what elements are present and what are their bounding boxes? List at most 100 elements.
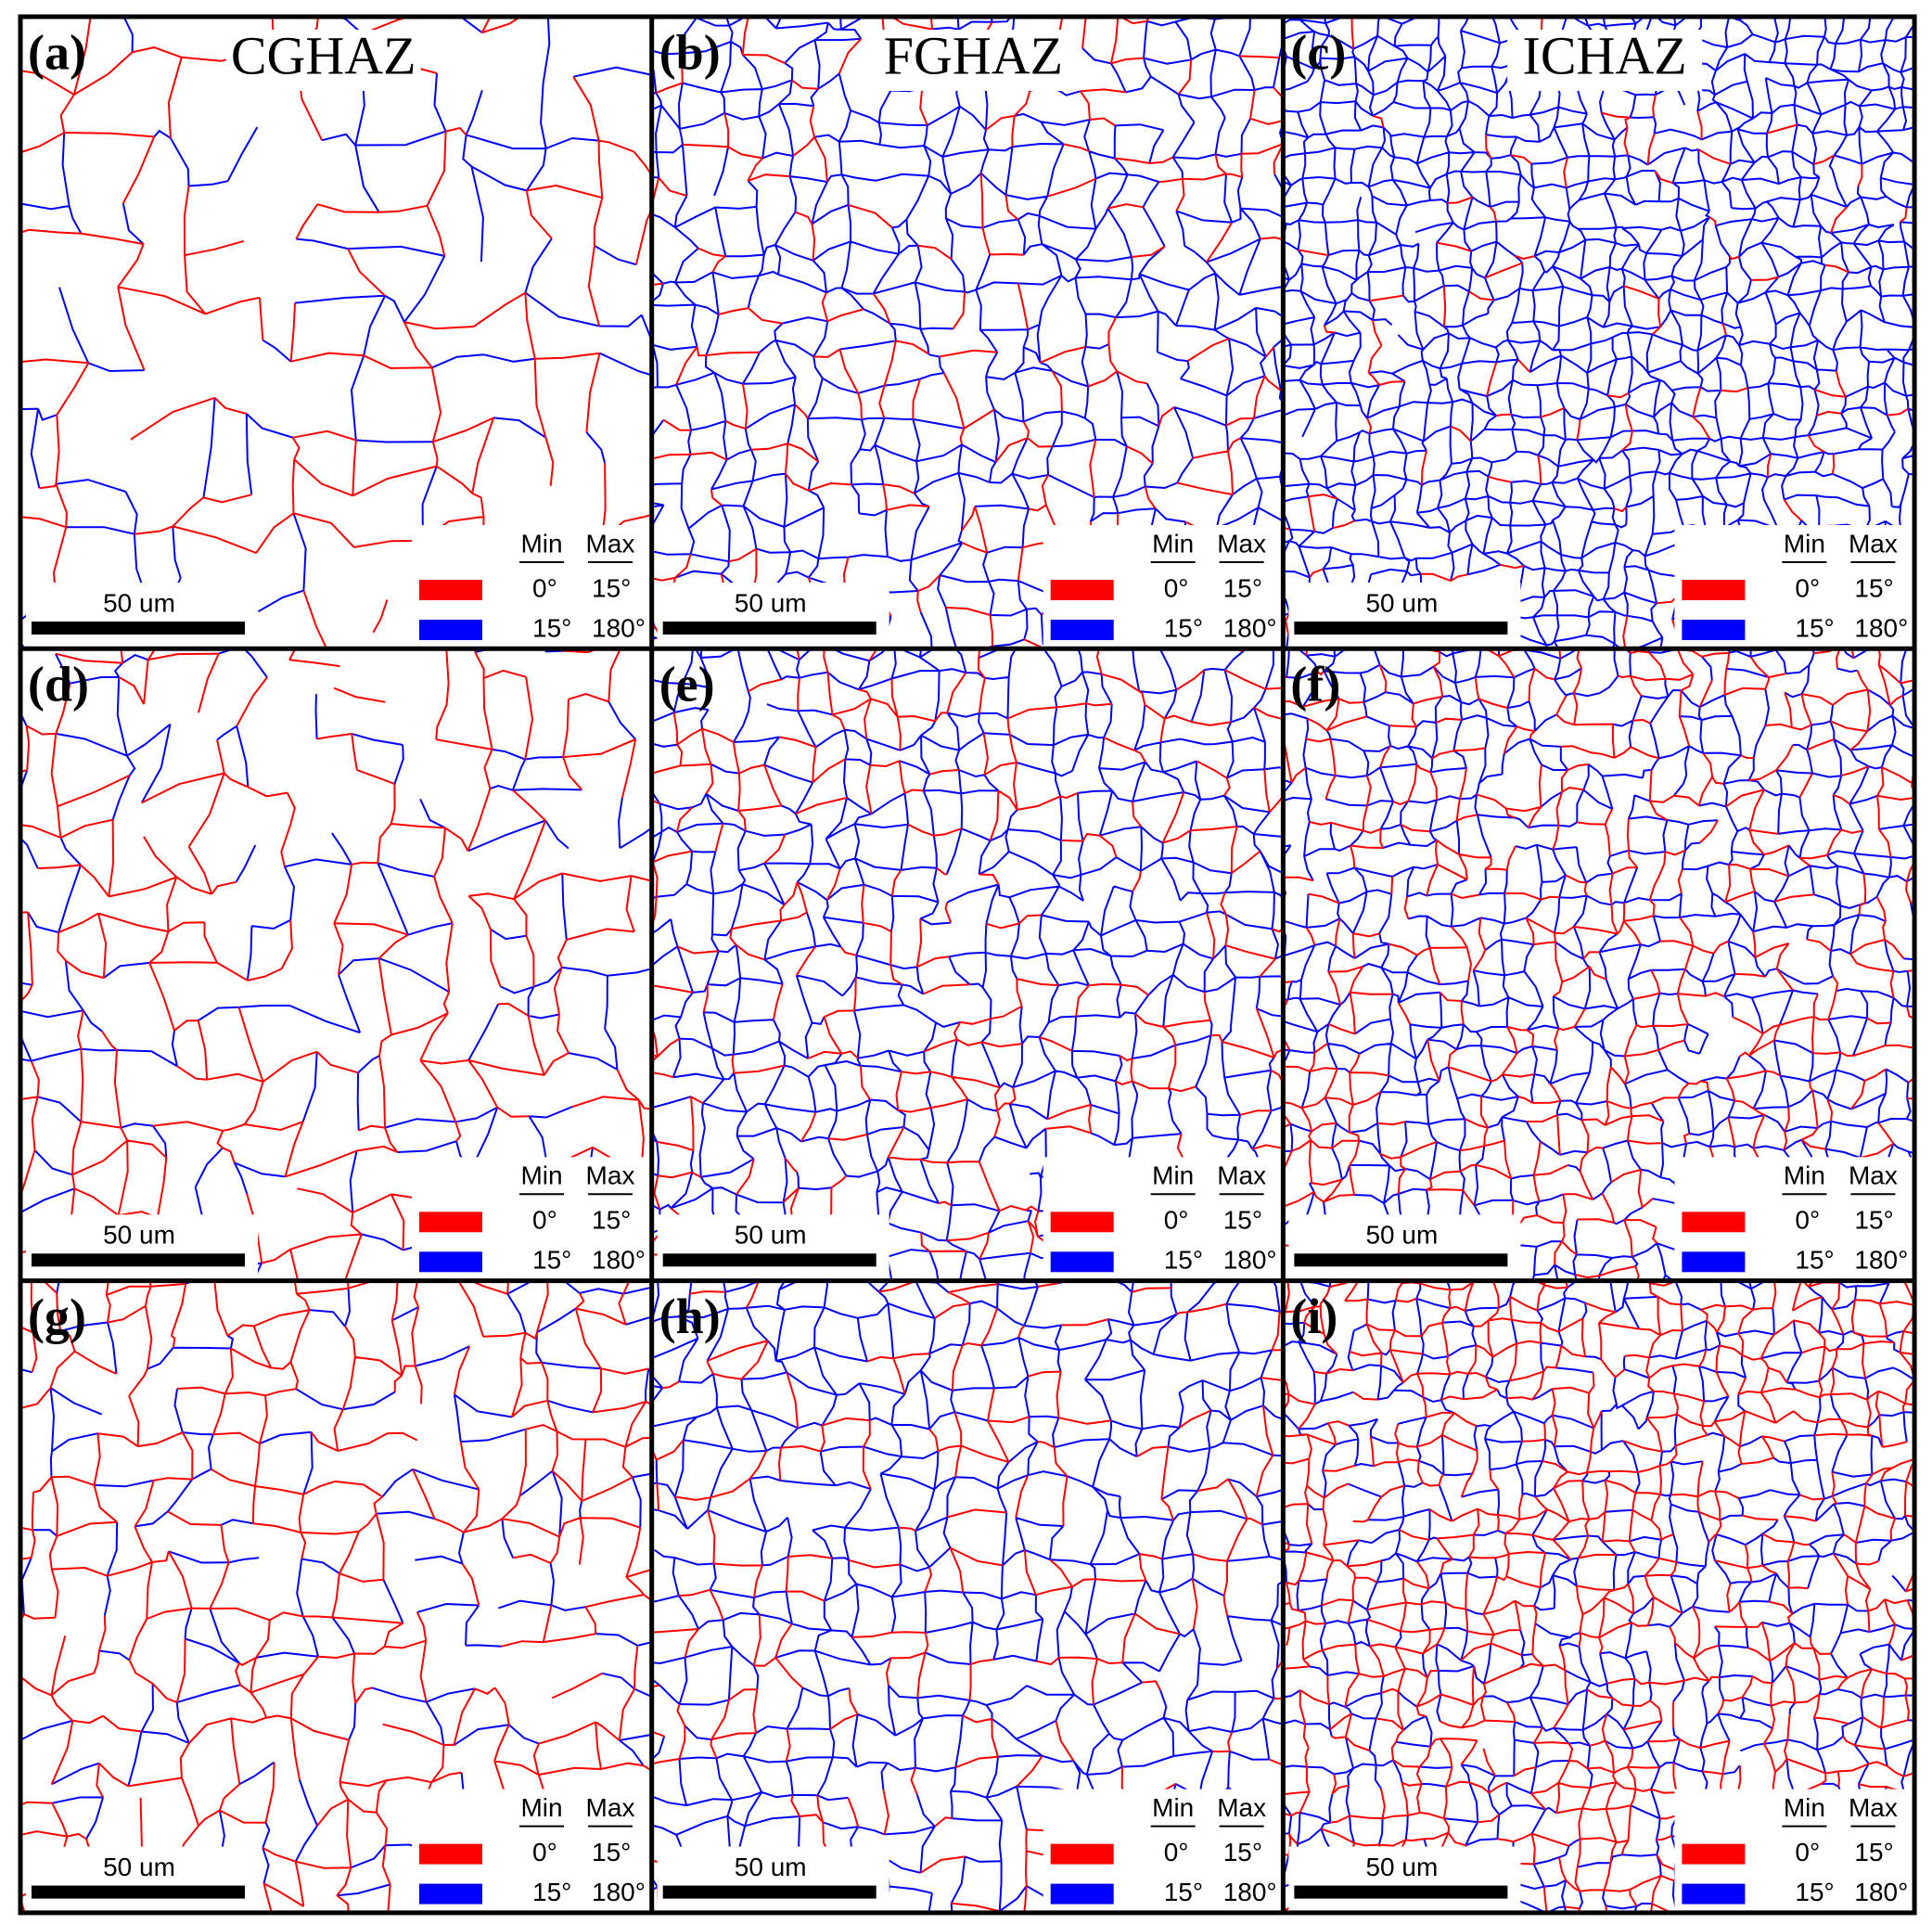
scale-bar	[32, 1885, 245, 1899]
legend-max: 180°	[1223, 613, 1277, 642]
scale-bar-label: 50 um	[1365, 1221, 1438, 1250]
legend-min: 0°	[1164, 573, 1189, 602]
panel-label: (i)	[1290, 1289, 1337, 1344]
scale-bg	[1288, 1214, 1521, 1281]
ebsd-panel: (f) 50 um Min Max 0° 15° 15° 180°	[1283, 648, 1915, 1281]
scale-bar-label: 50 um	[735, 588, 807, 617]
legend-header: Min	[520, 1793, 562, 1822]
panel-label: (g)	[28, 1289, 86, 1344]
legend-max: 180°	[1854, 1878, 1908, 1906]
legend-min: 0°	[1164, 1838, 1189, 1866]
legend-header: Max	[1217, 1161, 1266, 1190]
legend-header: Max	[1849, 1161, 1898, 1190]
scale-bar	[1294, 1885, 1508, 1899]
scale-bg	[657, 1214, 889, 1281]
panel-title: FGHAZ	[884, 25, 1063, 85]
legend-min: 15°	[1795, 1246, 1834, 1275]
legend-swatch	[419, 620, 482, 640]
panel-label: (a)	[28, 24, 86, 80]
legend-swatch	[419, 580, 482, 600]
panel-label: (b)	[659, 24, 721, 80]
legend-swatch	[1050, 1212, 1114, 1233]
legend-min: 15°	[532, 613, 571, 642]
scale-bg	[1288, 583, 1521, 649]
legend-swatch	[419, 1212, 482, 1233]
legend-max: 15°	[592, 573, 631, 602]
ebsd-panel: (b) FGHAZ 50 um Min Max 0° 15° 15° 180°	[651, 17, 1284, 649]
red-boundaries	[20, 648, 652, 1281]
legend-swatch	[1050, 580, 1114, 600]
legend-max: 15°	[1223, 573, 1262, 602]
panel-title: ICHAZ	[1523, 25, 1687, 85]
legend-max: 15°	[1854, 1838, 1893, 1866]
scale-bar-label: 50 um	[735, 1853, 807, 1881]
legend-min: 0°	[532, 1838, 557, 1866]
legend-header: Max	[586, 1161, 635, 1190]
legend-swatch	[1682, 1212, 1746, 1233]
legend-header: Min	[1784, 1793, 1825, 1822]
legend-min: 15°	[532, 1246, 571, 1275]
scale-bg	[657, 583, 889, 649]
legend-swatch	[419, 1843, 482, 1865]
legend-swatch	[1682, 1843, 1746, 1865]
scale-bar	[32, 622, 245, 635]
scale-bar-label: 50 um	[735, 1221, 807, 1250]
legend-header: Min	[520, 529, 562, 558]
ebsd-panel: (a) CGHAZ 50 um Min Max 0° 15° 15° 180°	[20, 17, 652, 649]
scale-bar	[32, 1253, 245, 1267]
panel-title: CGHAZ	[231, 25, 416, 85]
legend-swatch	[1050, 1883, 1114, 1905]
legend-header: Min	[1784, 529, 1825, 558]
legend-max: 15°	[1854, 573, 1893, 602]
legend-header: Max	[1217, 529, 1266, 558]
legend-swatch	[419, 1883, 482, 1905]
legend-max: 180°	[1854, 613, 1908, 642]
legend-max: 180°	[592, 1878, 646, 1906]
legend-swatch	[1050, 1251, 1114, 1273]
ebsd-panel: (i) 50 um Min Max 0° 15° 15° 180°	[1283, 1280, 1915, 1913]
legend-max: 15°	[1854, 1206, 1893, 1235]
ebsd-panel: (d) 50 um Min Max 0° 15° 15° 180°	[20, 648, 652, 1281]
legend-header: Max	[586, 529, 635, 558]
legend-max: 180°	[592, 613, 646, 642]
scale-bg	[26, 1846, 258, 1913]
scale-bar	[1294, 622, 1508, 635]
legend-swatch	[1050, 1843, 1114, 1865]
ebsd-panel: (e) 50 um Min Max 0° 15° 15° 180°	[651, 648, 1284, 1281]
ebsd-panel: (g) 50 um Min Max 0° 15° 15° 180°	[20, 1280, 652, 1913]
scale-bar	[662, 622, 876, 635]
scale-bar	[662, 1253, 876, 1267]
blue-boundaries	[20, 1280, 652, 1904]
panel-label: (f)	[1290, 657, 1340, 712]
legend-swatch	[1682, 1883, 1746, 1905]
scale-bg	[657, 1846, 889, 1913]
panel-label: (e)	[659, 657, 715, 712]
red-boundaries	[20, 1280, 652, 1913]
legend-min: 0°	[532, 573, 557, 602]
frame	[18, 14, 1917, 1916]
legend-min: 0°	[1164, 1206, 1189, 1235]
legend-header: Min	[1152, 529, 1194, 558]
legend-swatch	[1682, 620, 1746, 640]
legend-max: 15°	[1223, 1206, 1262, 1235]
legend-max: 180°	[1223, 1878, 1277, 1906]
legend-swatch	[1050, 620, 1114, 640]
legend-min: 15°	[1164, 613, 1203, 642]
scale-bar-label: 50 um	[103, 1853, 175, 1881]
legend-min: 0°	[532, 1206, 557, 1235]
legend-header: Max	[1849, 1793, 1898, 1822]
legend-header: Max	[1849, 529, 1898, 558]
legend-min: 15°	[532, 1878, 571, 1906]
legend-header: Max	[586, 1793, 635, 1822]
legend-min: 15°	[1795, 1878, 1834, 1906]
legend-header: Max	[1217, 1793, 1266, 1822]
title-bg	[225, 30, 421, 91]
legend-header: Min	[1152, 1793, 1194, 1822]
legend-header: Min	[1152, 1161, 1194, 1190]
legend-max: 180°	[1223, 1246, 1277, 1275]
legend-min: 0°	[1795, 573, 1820, 602]
scale-bg	[26, 583, 258, 649]
